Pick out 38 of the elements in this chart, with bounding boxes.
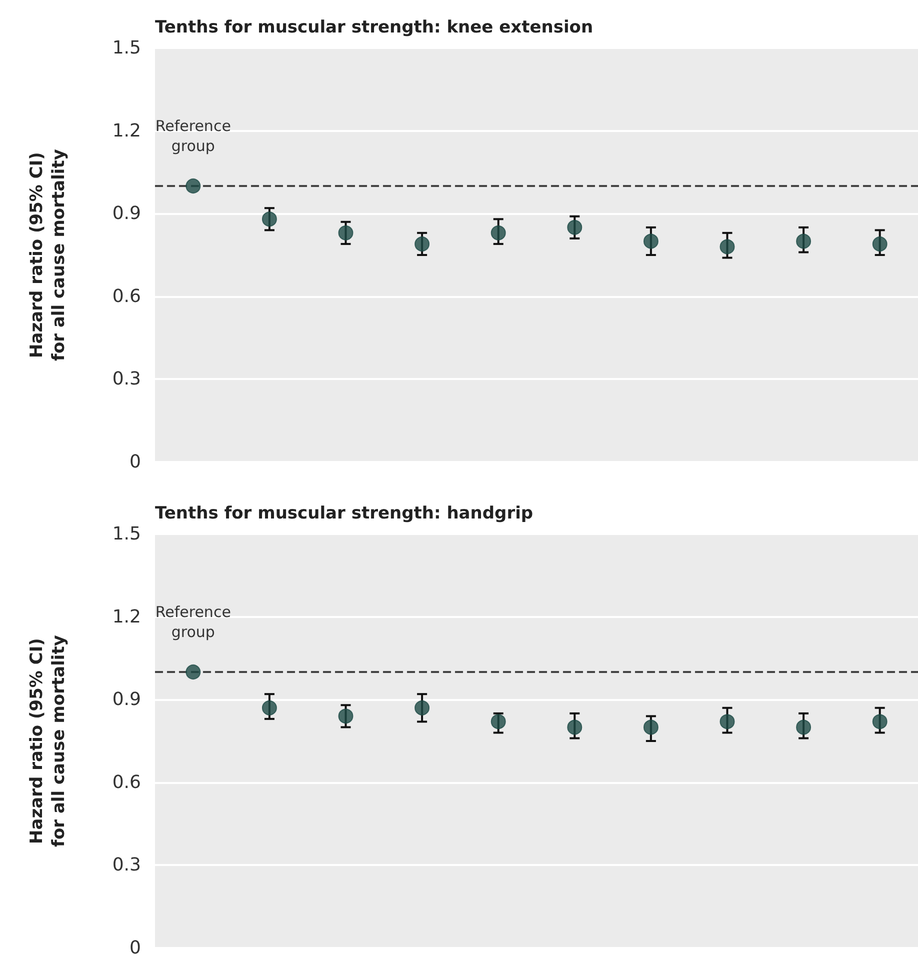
point (262, 212, 277, 227)
y-tick-label: 0.9 (112, 203, 141, 224)
point (643, 234, 658, 249)
y-axis-title: Hazard ratio (95% CI) for all cause mortality (27, 635, 69, 847)
chart-title: Tenths for muscular strength: handgrip (155, 504, 534, 524)
point (872, 714, 888, 730)
y-tick-label: 1.2 (112, 120, 141, 142)
point (414, 236, 430, 252)
point (490, 225, 506, 240)
y-tick-label: 0 (130, 938, 141, 958)
y-tick-label: 0 (130, 452, 141, 472)
y-tick-label: 0.9 (112, 689, 141, 710)
y-axis-title: Hazard ratio (95% CI) for all cause mortality (27, 149, 69, 361)
y-tick-label: 0.6 (112, 286, 141, 307)
point (186, 664, 201, 680)
point (720, 714, 735, 730)
point (338, 225, 354, 240)
y-tick-label: 0.3 (112, 368, 141, 390)
point (186, 178, 201, 194)
point (490, 714, 506, 730)
y-tick-label: 1.2 (112, 606, 141, 628)
point (872, 236, 888, 252)
point (567, 220, 582, 235)
point (643, 720, 658, 735)
y-tick-label: 0.3 (112, 854, 141, 876)
y-tick-label: 1.5 (112, 38, 141, 58)
point (796, 234, 812, 249)
point (414, 700, 430, 716)
annotation: Reference group (155, 117, 231, 155)
annotation: Reference group (155, 603, 231, 641)
point (338, 708, 354, 724)
chart-title: Tenths for muscular strength: knee extension (155, 18, 594, 38)
point (796, 720, 812, 735)
point (720, 239, 735, 254)
point (567, 720, 582, 735)
point (262, 700, 277, 716)
y-tick-label: 1.5 (112, 524, 141, 544)
y-tick-label: 0.6 (112, 772, 141, 793)
